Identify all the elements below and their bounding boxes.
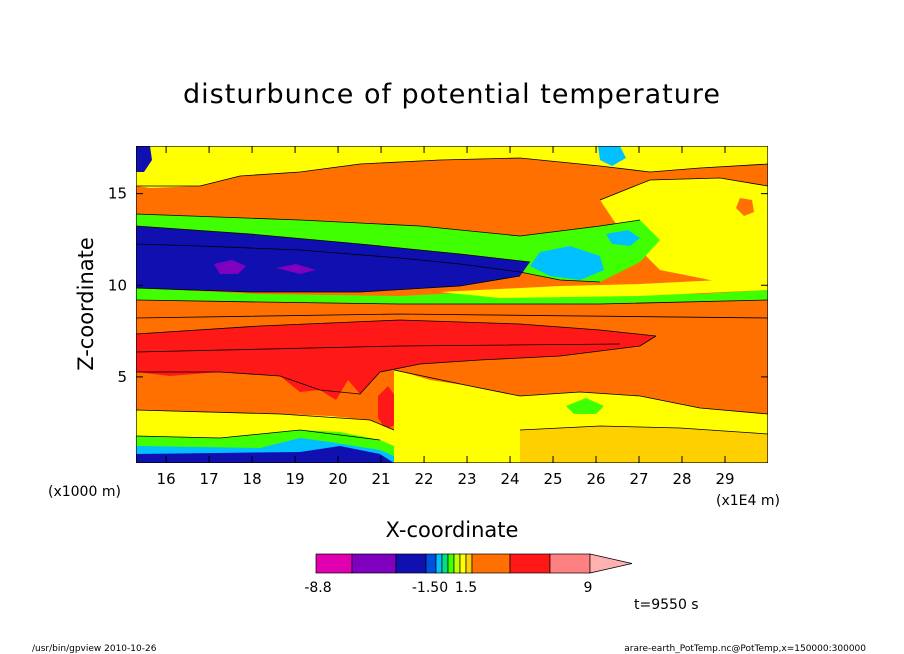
x-units-left: (x1000 m) (48, 484, 121, 500)
colorbar-labels: -8.8 -1.50 1.5 9 (304, 580, 592, 596)
x-tick-label: 28 (672, 470, 691, 488)
colorbar (315, 553, 633, 574)
footer-right: arare-earth_PotTemp.nc@PotTemp,x=150000:… (624, 644, 866, 654)
x-tick-label: 23 (458, 470, 477, 488)
colorbar-segment (447, 553, 455, 574)
colorbar-segment (453, 553, 461, 574)
colorbar-arrow (589, 553, 633, 574)
x-tick-label: 20 (329, 470, 348, 488)
colorbar-segment (441, 553, 449, 574)
x-tick-label: 21 (372, 470, 391, 488)
green-spot-lower (566, 398, 604, 414)
contour-lines (136, 157, 768, 441)
x-tick-label: 25 (543, 470, 562, 488)
colorbar-label: 1.5 (455, 580, 477, 596)
x-tick-label: 24 (500, 470, 519, 488)
x-axis-label: X-coordinate (386, 518, 519, 542)
time-label: t=9550 s (634, 597, 699, 613)
colorbar-segment (509, 553, 551, 574)
colorbar-segment (465, 553, 473, 574)
upper-yellow-lobe (600, 178, 768, 290)
green-layer-bottom (136, 288, 768, 304)
red-column (378, 386, 398, 430)
upper-orange-spot (736, 198, 754, 216)
colorbar-label: 9 (584, 580, 593, 596)
x-tick-label: 26 (586, 470, 605, 488)
x-units-right: (x1E4 m) (716, 493, 780, 509)
x-tick-label: 29 (715, 470, 734, 488)
colorbar-segment (351, 553, 397, 574)
y-tick-label: 10 (108, 276, 127, 294)
colorbar-segment (549, 553, 591, 574)
colorbar-segment (459, 553, 467, 574)
lower-orange-patch (520, 426, 768, 463)
colorbar-segment (435, 553, 443, 574)
surface-blue (136, 446, 394, 463)
x-tick-label: 19 (286, 470, 305, 488)
colorbar-label: -8.8 (304, 580, 331, 596)
colorbar-segment (471, 553, 511, 574)
y-tick-label: 15 (108, 185, 127, 203)
red-core (136, 320, 656, 400)
y-axis: 5 10 15 (108, 185, 768, 386)
y-axis-label: Z-coordinate (74, 237, 98, 371)
cyan-blob-right (606, 230, 640, 246)
x-tick-label: 22 (415, 470, 434, 488)
purple-core-1 (214, 260, 246, 274)
yellow-layer-bottom (440, 272, 768, 298)
blue-band (136, 226, 530, 292)
x-axis: 16 17 18 19 20 21 22 23 24 25 26 27 28 29 (157, 146, 735, 488)
cyan-blobs (530, 246, 604, 280)
x-tick-label: 18 (243, 470, 262, 488)
y-tick-label: 5 (117, 368, 127, 386)
chart-title: disturbunce of potential temperature (183, 79, 721, 110)
x-tick-label: 27 (629, 470, 648, 488)
colorbar-segment (315, 553, 353, 574)
footer-left: /usr/bin/gpview 2010-10-26 (32, 644, 157, 654)
x-tick-label: 17 (200, 470, 219, 488)
purple-core-2 (276, 264, 316, 274)
x-tick-label: 16 (157, 470, 176, 488)
top-left-blob (136, 146, 152, 172)
colorbar-segment (395, 553, 427, 574)
colorbar-segment (425, 553, 437, 574)
plot-area (136, 146, 768, 463)
colorbar-label: -1.50 (412, 580, 448, 596)
top-right-blob (598, 146, 626, 166)
